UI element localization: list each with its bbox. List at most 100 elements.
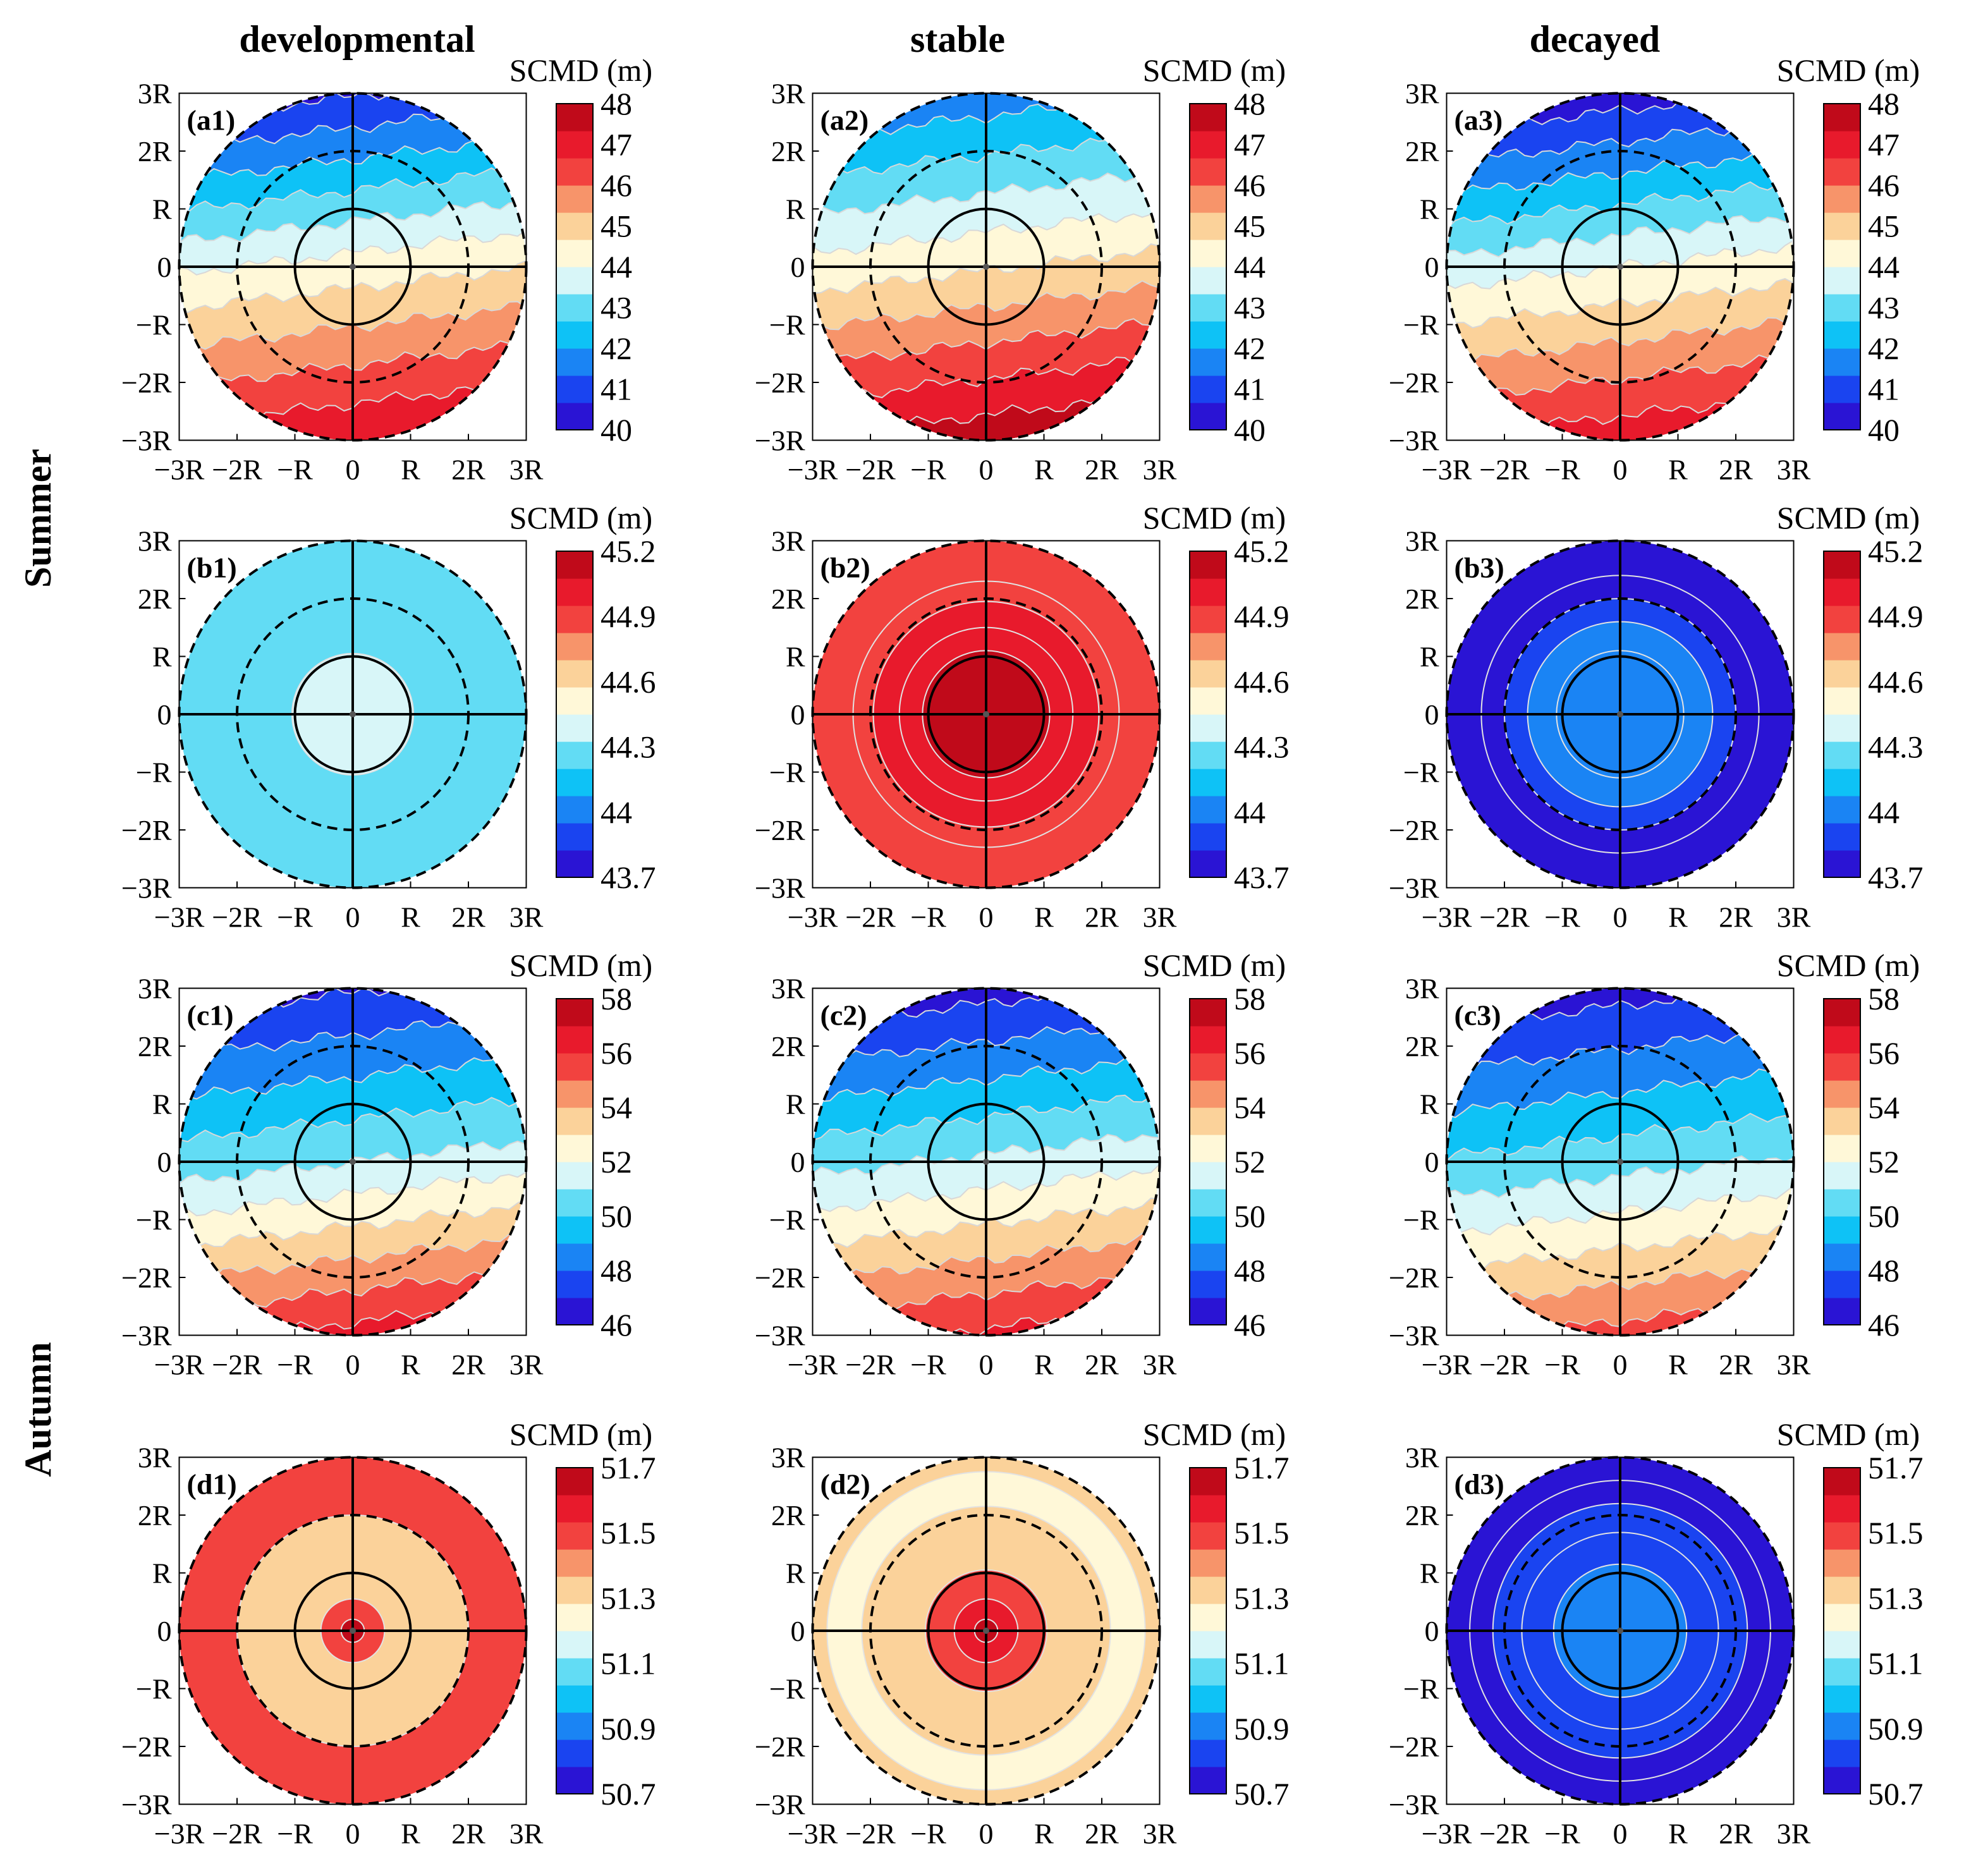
colorbar-swatch (1190, 714, 1226, 742)
colorbar-swatch (1190, 1298, 1226, 1325)
colorbar-swatch (1824, 321, 1860, 349)
y-tick-label: −R (1403, 757, 1439, 789)
ring-1r (1561, 1571, 1680, 1690)
x-tick-label: −R (1544, 901, 1580, 934)
colorbar-tick-label: 40 (1868, 412, 1900, 448)
y-tick-label: −3R (755, 425, 805, 457)
colorbar-swatch (1190, 131, 1226, 159)
colorbar-swatch (1190, 1712, 1226, 1740)
y-tick-label: R (1420, 641, 1439, 673)
colorbar-tick-label: 40 (1234, 412, 1266, 448)
colorbar-swatch (556, 823, 593, 851)
colorbar-swatch (1824, 348, 1860, 376)
y-tick-label: −3R (121, 425, 172, 457)
colorbar-swatch (1824, 1135, 1860, 1162)
colorbar-title: SCMD (m) (1777, 52, 1920, 88)
colorbar-swatch (1824, 1604, 1860, 1631)
colorbar: 45.2 44.9 44.6 44.3 44 43.7 SCMD (m) (1777, 500, 1924, 895)
colorbar-swatch (1190, 1767, 1226, 1794)
x-tick-label: R (1668, 901, 1688, 934)
colorbar-swatch (1190, 1026, 1226, 1054)
colorbar-tick-label: 52 (1234, 1144, 1266, 1179)
x-tick-label: 0 (346, 1349, 360, 1381)
x-tick-label: 2R (451, 454, 485, 486)
colorbar-swatch (1824, 1767, 1860, 1794)
colorbar-frame (1823, 551, 1861, 878)
y-tick-label: R (786, 1088, 805, 1121)
y-tick-label: −R (1403, 1673, 1439, 1705)
colorbar: 58 56 54 52 50 48 46 SCMD (m) (1143, 947, 1286, 1343)
y-tick-label: −R (769, 1204, 805, 1236)
contour-field (812, 540, 1160, 888)
colorbar-tick-label: 44 (1234, 249, 1266, 284)
colorbar-swatch (556, 1026, 593, 1054)
x-tick-label: 0 (346, 454, 360, 486)
y-tick-label: −3R (121, 1789, 172, 1821)
colorbar-swatch (1190, 1631, 1226, 1659)
y-tick-label: 2R (138, 1030, 172, 1063)
colorbar-swatch (556, 850, 593, 878)
x-tick-label: R (1034, 901, 1054, 934)
x-tick-label: R (401, 901, 420, 934)
colorbar-tick-label: 51.7 (601, 1450, 656, 1485)
colorbar-tick-label: 58 (601, 981, 632, 1016)
colorbar-swatch (556, 1080, 593, 1108)
colorbar-swatch (556, 796, 593, 824)
y-tick-label: 0 (791, 251, 805, 283)
colorbar-swatch (556, 1468, 593, 1495)
colorbar-swatch (1824, 1080, 1860, 1108)
colorbar-title: SCMD (m) (1777, 1416, 1920, 1452)
x-tick-label: −R (910, 1818, 946, 1850)
colorbar-swatch (556, 1216, 593, 1244)
colorbar-title: SCMD (m) (509, 500, 652, 535)
x-tick-label: 2R (1719, 901, 1753, 934)
colorbar-swatch (556, 1162, 593, 1190)
colorbar-tick-label: 48 (1868, 1253, 1900, 1288)
colorbar-swatch (1190, 1189, 1226, 1217)
ring-1r (1561, 655, 1680, 774)
y-tick-label: 0 (1425, 251, 1439, 283)
y-tick-label: −3R (755, 1789, 805, 1821)
colorbar-tick-label: 58 (1234, 981, 1266, 1016)
x-tick-label: −2R (845, 1818, 896, 1850)
colorbar-tick-label: 51.5 (1234, 1515, 1290, 1550)
colorbar-swatch (556, 1712, 593, 1740)
colorbar-tick-label: 50.7 (1868, 1776, 1924, 1812)
colorbar-title: SCMD (m) (1143, 947, 1286, 983)
row-label-summer: Summer (17, 449, 59, 588)
ring-2r (869, 1045, 1103, 1279)
x-tick-label: 2R (1719, 1349, 1753, 1381)
center-dot (983, 264, 989, 270)
colorbar-tick-label: 45 (1868, 209, 1900, 244)
x-tick-label: 3R (509, 1349, 544, 1381)
x-tick-label: −3R (1422, 901, 1472, 934)
x-tick-label: 3R (1143, 1349, 1177, 1381)
colorbar-tick-label: 44.3 (1868, 729, 1924, 765)
colorbar-swatch (556, 1549, 593, 1577)
colorbar-swatch (556, 267, 593, 295)
y-tick-label: 2R (771, 1499, 805, 1532)
x-tick-label: −2R (1479, 1818, 1530, 1850)
colorbar-swatch (1824, 769, 1860, 796)
y-tick-label: −R (136, 1204, 172, 1236)
colorbar: 58 56 54 52 50 48 46 SCMD (m) (509, 947, 652, 1343)
colorbar: 51.7 51.5 51.3 51.1 50.9 50.7 SCMD (m) (1777, 1416, 1924, 1812)
x-tick-label: −3R (1422, 1349, 1472, 1381)
colorbar-frame (1189, 998, 1227, 1325)
colorbar-swatch (1824, 578, 1860, 606)
colorbar-swatch (556, 1685, 593, 1713)
colorbar-tick-label: 51.7 (1868, 1450, 1924, 1485)
colorbar-swatch (556, 660, 593, 688)
y-tick-label: 3R (138, 525, 172, 557)
colorbar-swatch (1190, 1162, 1226, 1190)
colorbar-tick-label: 51.3 (1868, 1580, 1924, 1616)
colorbar-title: SCMD (m) (509, 947, 652, 983)
x-tick-label: −R (1544, 1349, 1580, 1381)
colorbar-swatch (1190, 375, 1226, 403)
x-tick-label: 3R (1777, 901, 1811, 934)
ring-2r (1503, 1045, 1737, 1279)
x-tick-label: −R (1544, 1818, 1580, 1850)
center-dot (1617, 1159, 1623, 1165)
colorbar-tick-label: 48 (1868, 86, 1900, 121)
